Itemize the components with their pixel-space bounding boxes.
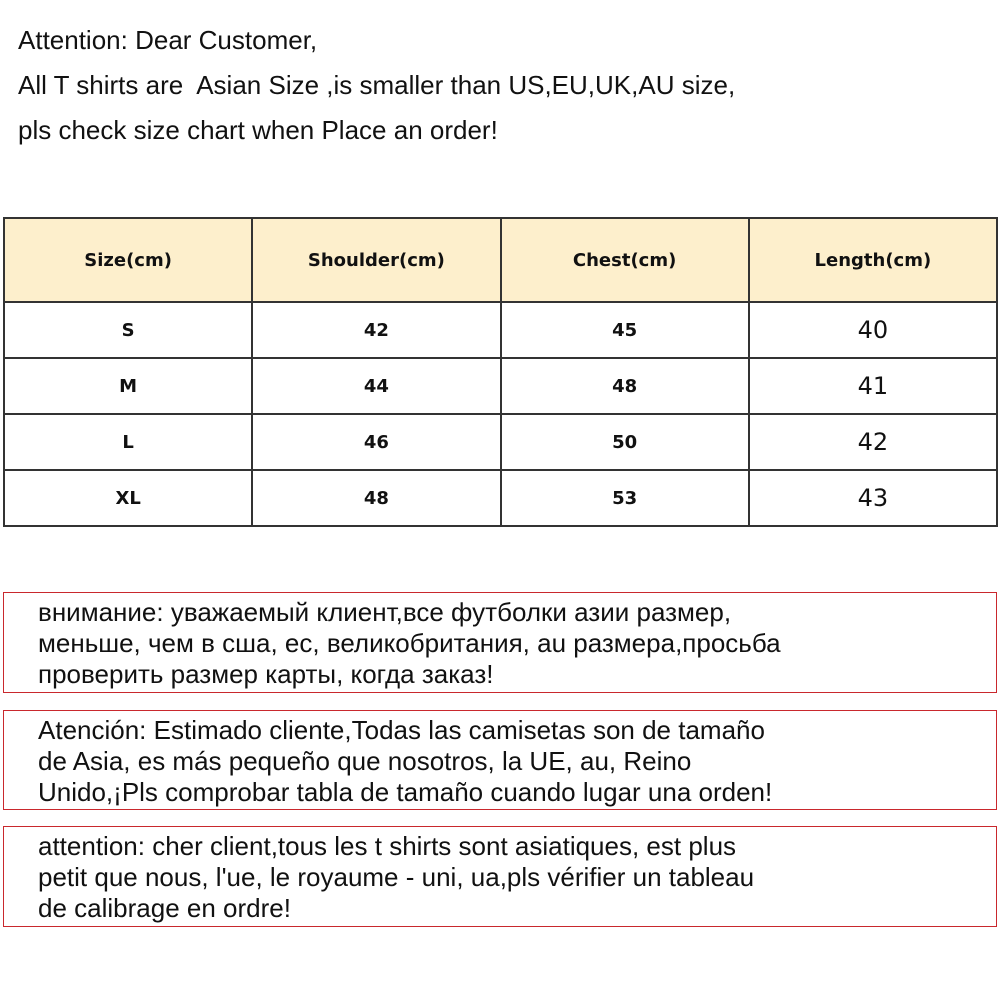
header-shoulder: Shoulder(cm) [251, 217, 502, 303]
notice-line: Atención: Estimado cliente,Todas las cam… [38, 715, 765, 745]
header-size: Size(cm) [2, 217, 254, 303]
table-row: XL 48 53 43 [2, 469, 999, 527]
cell: 43 [747, 469, 999, 527]
size-chart-table: Size(cm) Shoulder(cm) Chest(cm) Length(c… [2, 217, 999, 527]
cell: XL [2, 469, 254, 527]
header-length: Length(cm) [747, 217, 999, 303]
notice-russian: внимание: уважаемый клиент,все футболки … [3, 592, 997, 693]
cell: 44 [251, 357, 502, 415]
cell: L [2, 413, 254, 471]
cell: 50 [499, 413, 750, 471]
notice-line: Unido,¡Pls comprobar tabla de tamaño cua… [38, 777, 773, 807]
cell: 42 [747, 413, 999, 471]
notice-line: de Asia, es más pequeño que nosotros, la… [38, 746, 692, 776]
table-row: S 42 45 40 [2, 301, 999, 359]
notice-line: petit que nous, l'ue, le royaume - uni, … [38, 862, 755, 892]
cell: M [2, 357, 254, 415]
notice-line: проверить размер карты, когда заказ! [38, 659, 494, 689]
notice-line: attention: cher client,tous les t shirts… [38, 831, 737, 861]
notice-spanish: Atención: Estimado cliente,Todas las cam… [3, 710, 997, 810]
notice-line: меньше, чем в сша, ес, великобритания, a… [38, 628, 781, 658]
cell: 45 [499, 301, 750, 359]
intro-line: Attention: Dear Customer, [18, 25, 318, 55]
cell: 48 [499, 357, 750, 415]
notice-french: attention: cher client,tous les t shirts… [3, 826, 997, 927]
cell: 53 [499, 469, 750, 527]
table-header-row: Size(cm) Shoulder(cm) Chest(cm) Length(c… [2, 217, 999, 303]
intro-line: All T shirts are Asian Size ,is smaller … [18, 70, 736, 100]
intro-line: pls check size chart when Place an order… [18, 115, 498, 145]
cell: 48 [251, 469, 502, 527]
table-row: L 46 50 42 [2, 413, 999, 471]
table-row: M 44 48 41 [2, 357, 999, 415]
cell: 41 [747, 357, 999, 415]
attention-notice: Attention: Dear Customer, All T shirts a… [18, 18, 735, 153]
notice-line: de calibrage en ordre! [38, 893, 291, 923]
cell: S [2, 301, 254, 359]
cell: 40 [747, 301, 999, 359]
notice-line: внимание: уважаемый клиент,все футболки … [38, 597, 732, 627]
header-chest: Chest(cm) [499, 217, 750, 303]
cell: 42 [251, 301, 502, 359]
cell: 46 [251, 413, 502, 471]
